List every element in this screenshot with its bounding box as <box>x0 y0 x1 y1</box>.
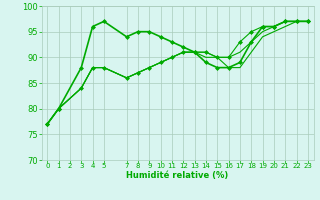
X-axis label: Humidité relative (%): Humidité relative (%) <box>126 171 229 180</box>
